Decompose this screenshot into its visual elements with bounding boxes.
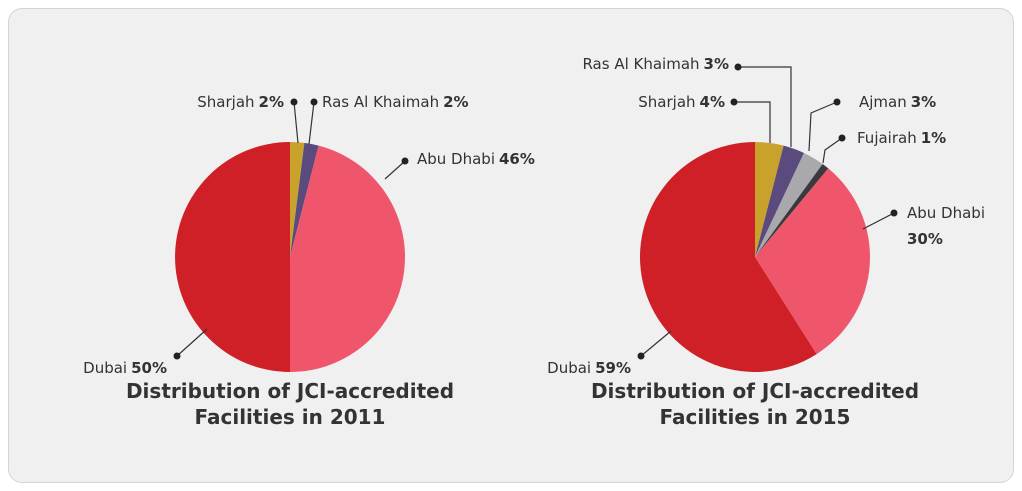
pie-slice	[755, 168, 870, 355]
chart-title: Distribution of JCI-accredited Facilitie…	[590, 379, 920, 429]
label-name: Dubai	[83, 359, 127, 377]
slice-label: Ajman 3%	[859, 93, 936, 111]
label-value: 3%	[911, 93, 936, 111]
leader-dot	[401, 157, 409, 165]
leader-dot	[730, 98, 738, 106]
slice-label: Fujairah 1%	[857, 129, 946, 147]
pie-slice	[639, 142, 817, 373]
label-value: 50%	[131, 359, 167, 377]
pie-slice	[290, 142, 319, 257]
label-name: Abu Dhabi	[907, 204, 985, 222]
leader-line	[293, 101, 299, 144]
leader-dot	[838, 134, 846, 142]
pie-slice	[755, 142, 784, 257]
slice-label: Sharjah 4%	[638, 93, 725, 111]
leader-dot	[833, 98, 841, 106]
pie-slice	[175, 142, 290, 372]
label-name: Sharjah	[638, 93, 695, 111]
label-name: Fujairah	[857, 129, 917, 147]
leader-dot	[173, 352, 181, 360]
slice-label: Abu Dhabi 46%	[417, 150, 535, 168]
charts: Sharjah 2% Ras Al Khaimah 2%Abu Dhabi 46%Dub…	[83, 55, 985, 377]
leader-dot	[310, 98, 318, 106]
pie-slice	[755, 145, 804, 257]
slice-label: Sharjah 2%	[197, 93, 284, 111]
label-name: Abu Dhabi	[417, 150, 495, 168]
leader-line	[862, 212, 895, 230]
slice-label: Dubai 50%	[83, 359, 167, 377]
label-value: 3%	[704, 55, 729, 73]
leader-line	[308, 101, 315, 145]
chart-title: Distribution of JCI-accredited Facilitie…	[125, 379, 455, 429]
label-name: Ras Al Khaimah	[582, 55, 699, 73]
pie-slice	[290, 142, 305, 257]
leader-dot	[734, 63, 742, 71]
label-name: Dubai	[547, 359, 591, 377]
slice-label: Ras Al Khaimah 2%	[322, 93, 469, 111]
leader-dot	[290, 98, 298, 106]
leader-dot	[637, 352, 645, 360]
label-value: 59%	[595, 359, 631, 377]
label-value: 4%	[700, 93, 725, 111]
pie-slice	[755, 152, 823, 257]
leader-line	[640, 330, 672, 357]
leader-line	[384, 160, 406, 180]
pie-slice	[755, 163, 829, 257]
leader-line	[822, 137, 843, 164]
leader-line	[738, 66, 792, 147]
label-value: 2%	[259, 93, 284, 111]
label-value: 46%	[499, 150, 535, 168]
leader-line	[808, 101, 838, 152]
label-name: Sharjah	[197, 93, 254, 111]
card: Sharjah 2% Ras Al Khaimah 2% Abu Dhabi 46% Dub…	[8, 8, 1014, 483]
label-value: 1%	[921, 129, 946, 147]
label-value: 30%	[907, 230, 943, 248]
label-name: Ras Al Khaimah	[322, 93, 439, 111]
leader-dot	[890, 209, 898, 217]
slice-label: Ras Al Khaimah 3%	[582, 55, 729, 73]
pie-slice	[290, 145, 405, 372]
slice-label: Dubai 59%	[547, 359, 631, 377]
label-name: Ajman	[859, 93, 907, 111]
slice-label: Abu Dhabi 30%	[907, 204, 985, 248]
leader-line	[176, 328, 208, 357]
label-value: 2%	[443, 93, 468, 111]
leader-line	[734, 101, 771, 143]
